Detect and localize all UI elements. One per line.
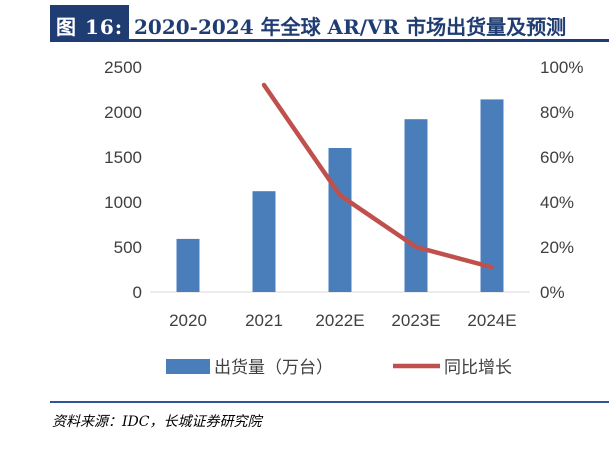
bar bbox=[328, 148, 352, 292]
source-divider bbox=[50, 401, 609, 403]
figure-title: 2020-2024 年全球 AR/VR 市场出货量及预测 bbox=[134, 15, 567, 39]
left-axis-ticks: 0 500 1000 1500 2000 2500 bbox=[104, 58, 142, 302]
bar-series bbox=[176, 99, 504, 293]
title-underline bbox=[50, 39, 609, 42]
right-tick-label: 20% bbox=[540, 238, 574, 257]
x-tick-label: 2022E bbox=[315, 311, 364, 330]
x-tick-label: 2024E bbox=[467, 311, 516, 330]
left-tick-label: 0 bbox=[133, 283, 142, 302]
right-tick-label: 60% bbox=[540, 148, 574, 167]
x-axis-ticks: 2020 2021 2022E 2023E 2024E bbox=[169, 311, 517, 330]
x-tick-label: 2020 bbox=[169, 311, 207, 330]
left-tick-label: 1500 bbox=[104, 148, 142, 167]
source-note: 资料来源：IDC，长城证券研究院 bbox=[52, 414, 262, 430]
left-tick-label: 500 bbox=[114, 238, 142, 257]
bar bbox=[252, 191, 276, 292]
growth-line bbox=[261, 82, 495, 270]
right-tick-label: 100% bbox=[540, 58, 583, 77]
left-tick-label: 2000 bbox=[104, 103, 142, 122]
right-axis-ticks: 0% 20% 40% 60% 80% 100% bbox=[540, 58, 583, 302]
x-tick-label: 2021 bbox=[245, 311, 283, 330]
legend-bar-swatch bbox=[166, 359, 210, 374]
bar bbox=[404, 119, 428, 292]
right-tick-label: 0% bbox=[540, 283, 565, 302]
figure-label: 图 16: bbox=[56, 15, 124, 39]
right-tick-label: 80% bbox=[540, 103, 574, 122]
right-tick-label: 40% bbox=[540, 193, 574, 212]
legend: 出货量（万台） 同比增长 bbox=[166, 358, 512, 378]
left-tick-label: 1000 bbox=[104, 193, 142, 212]
x-tick-label: 2023E bbox=[391, 311, 440, 330]
left-tick-label: 2500 bbox=[104, 58, 142, 77]
legend-bar-label: 出货量（万台） bbox=[214, 358, 333, 378]
figure-header: 图 16: 2020-2024 年全球 AR/VR 市场出货量及预测 bbox=[0, 5, 609, 41]
line-series bbox=[261, 82, 495, 270]
bar bbox=[480, 99, 504, 293]
bar bbox=[176, 238, 200, 292]
legend-line-label: 同比增长 bbox=[444, 358, 512, 378]
figure-label-box: 图 16: bbox=[50, 5, 129, 41]
